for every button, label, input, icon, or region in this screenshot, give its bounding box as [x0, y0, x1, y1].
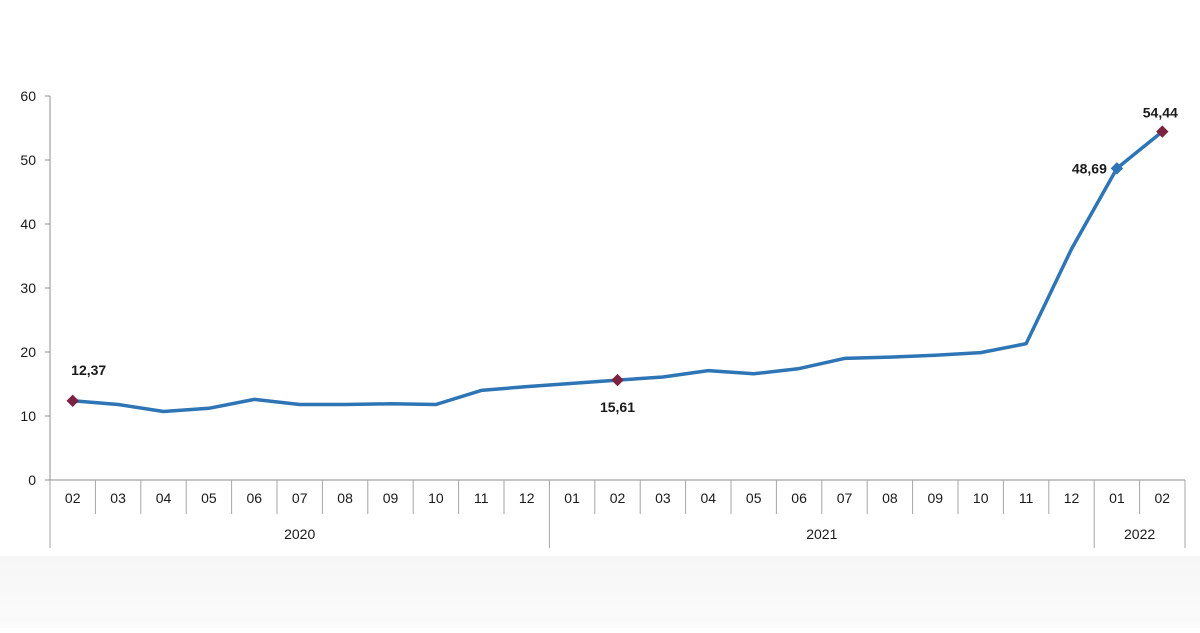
- data-label: 54,44: [1143, 105, 1178, 121]
- category-label: 10: [973, 490, 989, 506]
- category-label: 04: [156, 490, 172, 506]
- series-line: [70, 129, 1165, 414]
- year-label: 2022: [1124, 526, 1155, 542]
- category-label: 07: [837, 490, 853, 506]
- x-axis-years: 2020 2021 2022: [49, 514, 1186, 548]
- year-label: 2020: [284, 526, 315, 542]
- category-label: 05: [746, 490, 762, 506]
- category-label: 03: [110, 490, 126, 506]
- data-label: 12,37: [71, 362, 106, 378]
- data-point-marker: [66, 394, 79, 408]
- y-tick-label: 0: [28, 472, 36, 488]
- axes: [49, 96, 1185, 481]
- category-label: 01: [1109, 490, 1125, 506]
- data-point-marker: [1156, 125, 1169, 138]
- category-label: 06: [791, 490, 807, 506]
- data-markers: 12,37 15,61 48,69 54,44: [66, 105, 1178, 415]
- category-label: 08: [337, 490, 353, 506]
- y-axis-ticks: 0 10 20 30 40 50 60: [20, 88, 50, 488]
- x-axis-categories: 02 03 04 05 06 07 08 09 10 11 12 01 02 03 04 05 06 07 08 09…: [49, 480, 1186, 514]
- y-tick-label: 40: [20, 216, 36, 232]
- category-label: 08: [882, 490, 898, 506]
- y-tick-label: 20: [20, 344, 36, 360]
- category-label: 12: [519, 490, 535, 506]
- category-label: 07: [292, 490, 308, 506]
- category-label: 02: [610, 490, 626, 506]
- y-tick-label: 50: [20, 152, 36, 168]
- category-label: 06: [247, 490, 263, 506]
- category-label: 09: [928, 490, 944, 506]
- data-label: 48,69: [1072, 160, 1107, 176]
- category-label: 09: [383, 490, 399, 506]
- data-point-marker: [1110, 162, 1124, 175]
- y-tick-label: 10: [20, 408, 36, 424]
- category-label: 05: [201, 490, 217, 506]
- category-label: 03: [655, 490, 671, 506]
- category-label: 02: [1155, 490, 1171, 506]
- bottom-band: [0, 556, 1200, 628]
- category-label: 02: [65, 490, 81, 506]
- category-label: 11: [474, 490, 489, 506]
- category-label: 10: [428, 490, 444, 506]
- category-label: 11: [1019, 490, 1034, 506]
- series-polyline: [70, 129, 1165, 414]
- category-label: 01: [564, 490, 580, 506]
- data-label: 15,61: [600, 399, 635, 415]
- year-label: 2021: [806, 526, 837, 542]
- data-point-marker: [611, 373, 624, 387]
- y-tick-label: 60: [20, 88, 36, 104]
- category-label: 12: [1064, 490, 1080, 506]
- category-label: 04: [701, 490, 717, 506]
- y-tick-label: 30: [20, 280, 36, 296]
